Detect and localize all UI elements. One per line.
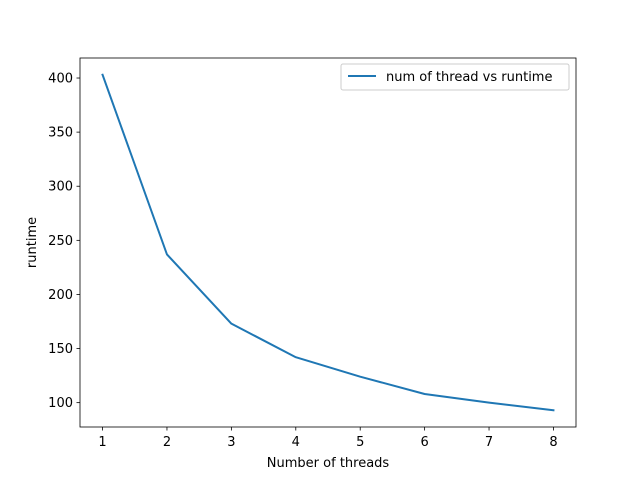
x-axis-label: Number of threads [267, 456, 390, 471]
y-tick-label: 300 [48, 180, 73, 195]
x-tick-label: 2 [163, 435, 171, 450]
y-tick-label: 400 [48, 72, 73, 87]
x-tick-label: 5 [356, 435, 364, 450]
y-tick-label: 350 [48, 126, 73, 141]
x-tick-label: 6 [420, 435, 428, 450]
x-tick-label: 8 [549, 435, 557, 450]
y-tick-label: 150 [48, 342, 73, 357]
legend-label: num of thread vs runtime [386, 70, 552, 85]
x-tick-label: 1 [98, 435, 106, 450]
y-axis-label: runtime [25, 217, 40, 268]
plot-area [80, 58, 576, 427]
y-tick-label: 100 [48, 396, 73, 411]
series-line [101, 73, 555, 412]
legend: num of thread vs runtime [340, 63, 570, 91]
x-tick-label: 4 [292, 435, 300, 450]
y-axis-ticks: 100 150 200 250 300 350 400 [48, 72, 80, 411]
plot-frame [79, 57, 577, 428]
y-tick-label: 250 [48, 234, 73, 249]
series-layer [101, 73, 555, 412]
x-axis-ticks: 1 2 3 4 5 6 7 8 [98, 427, 558, 450]
y-tick-label: 200 [48, 288, 73, 303]
x-tick-label: 3 [227, 435, 235, 450]
x-tick-label: 7 [485, 435, 493, 450]
legend-frame [340, 63, 570, 91]
